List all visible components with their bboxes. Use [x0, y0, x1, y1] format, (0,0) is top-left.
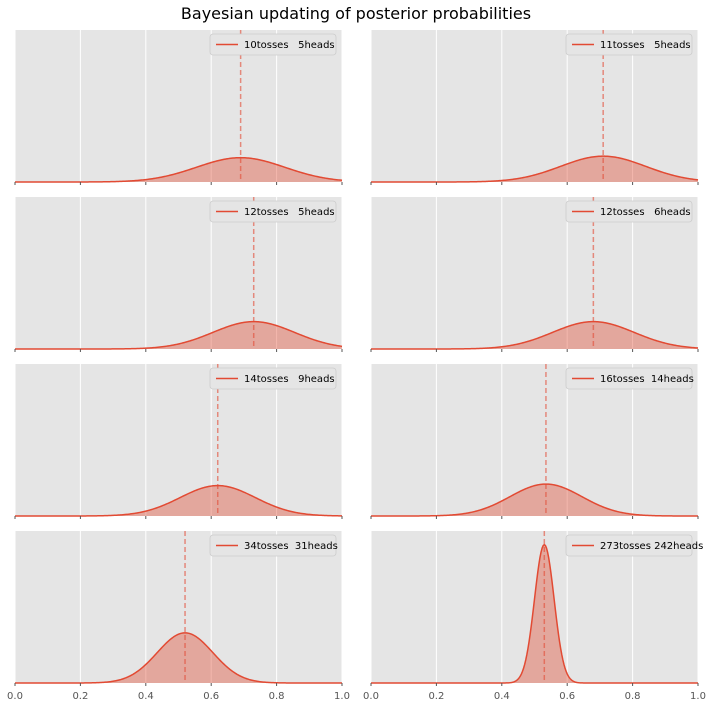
posterior-curve — [371, 320, 699, 350]
x-tick-label: 1.0 — [334, 691, 350, 702]
legend-box — [209, 534, 337, 557]
subplot-8: 0.0 0.2 0.4 0.6 0.8 1.0 273tosses 242heads — [363, 531, 706, 702]
posterior-curve — [371, 155, 699, 183]
posterior-area — [15, 485, 342, 516]
x-tick-label: 0.8 — [269, 691, 285, 702]
posterior-curve — [15, 484, 343, 517]
legend-box — [565, 534, 693, 557]
subplot-6: 16tosses 14heads — [370, 364, 699, 519]
legend-label: 16tosses 14heads — [600, 374, 694, 385]
posterior-curve — [15, 156, 343, 183]
x-tick-label: 0.2 — [428, 691, 444, 702]
posterior-area — [15, 321, 342, 349]
legend-label: 10tosses 5heads — [244, 40, 335, 51]
subplot-1: 10tosses 5heads — [14, 30, 343, 185]
legend-box — [209, 33, 337, 56]
legend-box — [565, 200, 693, 223]
posterior-area — [371, 544, 698, 683]
legend-label: 11tosses 5heads — [600, 40, 691, 51]
posterior-area — [371, 484, 698, 516]
legend-label: 12tosses 6heads — [600, 207, 691, 218]
x-tick-label: 0.6 — [559, 691, 575, 702]
subplot-4: 12tosses 6heads — [370, 197, 699, 352]
x-tick-label: 0.6 — [203, 691, 219, 702]
figure-title: Bayesian updating of posterior probabili… — [180, 4, 532, 23]
posterior-area — [371, 321, 698, 349]
posterior-curve — [15, 320, 343, 350]
x-tick-label: 0.8 — [625, 691, 641, 702]
posterior-area — [15, 632, 342, 683]
x-tick-label: 0.0 — [7, 691, 23, 702]
legend-label: 34tosses 31heads — [244, 541, 338, 552]
x-tick-label: 0.0 — [363, 691, 379, 702]
legend-box — [209, 200, 337, 223]
legend-box — [565, 367, 693, 390]
legend-box — [565, 33, 693, 56]
legend-box — [209, 367, 337, 390]
posterior-curve — [15, 632, 342, 684]
posterior-curve — [371, 543, 698, 684]
x-tick-label: 0.4 — [138, 691, 154, 702]
posterior-curve — [371, 483, 698, 517]
x-tick-label: 0.4 — [494, 691, 510, 702]
subplot-7: 0.0 0.2 0.4 0.6 0.8 1.0 34tosses 31heads — [7, 531, 350, 702]
subplot-5: 14tosses 9heads — [14, 364, 343, 519]
subplot-2: 11tosses 5heads — [370, 30, 699, 185]
x-tick-label: 1.0 — [690, 691, 706, 702]
posterior-area — [15, 157, 342, 182]
x-tick-label: 0.2 — [72, 691, 88, 702]
legend-label: 273tosses 242heads — [600, 541, 703, 552]
legend-label: 12tosses 5heads — [244, 207, 335, 218]
legend-label: 14tosses 9heads — [244, 374, 335, 385]
posterior-area — [371, 156, 698, 182]
subplot-3: 12tosses 5heads — [14, 197, 343, 352]
